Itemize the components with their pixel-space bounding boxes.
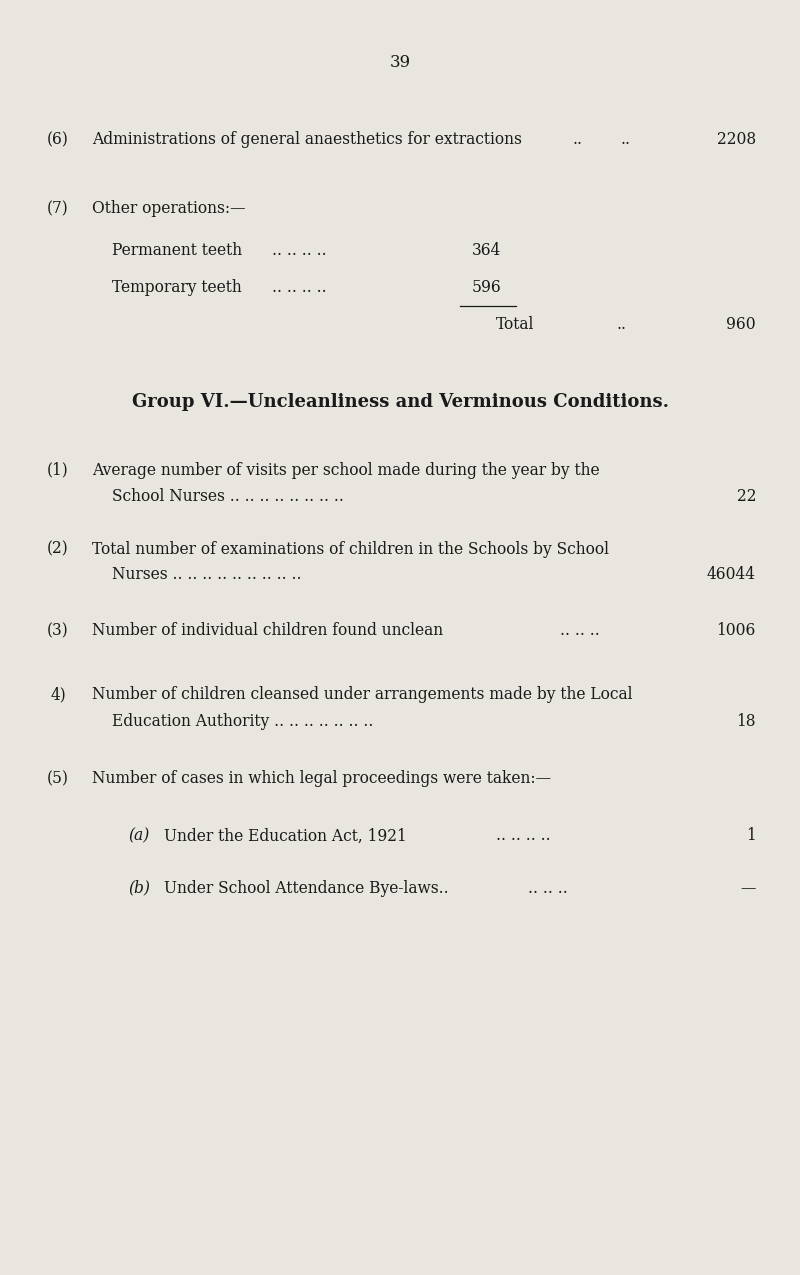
Text: ..: ..	[572, 131, 582, 148]
Text: 1006: 1006	[717, 622, 756, 639]
Text: .. .. ..: .. .. ..	[560, 622, 600, 639]
Text: School Nurses .. .. .. .. .. .. .. ..: School Nurses .. .. .. .. .. .. .. ..	[112, 488, 344, 505]
Text: .. .. .. ..: .. .. .. ..	[496, 827, 550, 844]
Text: Total: Total	[496, 316, 534, 333]
Text: Total number of examinations of children in the Schools by School: Total number of examinations of children…	[92, 541, 609, 557]
Text: (7): (7)	[46, 200, 68, 217]
Text: 22: 22	[737, 488, 756, 505]
Text: Under School Attendance Bye-laws..: Under School Attendance Bye-laws..	[164, 880, 449, 896]
Text: 596: 596	[472, 279, 502, 296]
Text: Group VI.—Uncleanliness and Verminous Conditions.: Group VI.—Uncleanliness and Verminous Co…	[131, 393, 669, 411]
Text: 4): 4)	[50, 686, 66, 703]
Text: Permanent teeth: Permanent teeth	[112, 242, 242, 259]
Text: 1: 1	[746, 827, 756, 844]
Text: Nurses .. .. .. .. .. .. .. .. ..: Nurses .. .. .. .. .. .. .. .. ..	[112, 566, 302, 583]
Text: .. .. .. ..: .. .. .. ..	[272, 279, 326, 296]
Text: (b): (b)	[128, 880, 150, 896]
Text: .. .. .. ..: .. .. .. ..	[272, 242, 326, 259]
Text: 39: 39	[390, 54, 410, 70]
Text: 18: 18	[737, 713, 756, 729]
Text: 2208: 2208	[717, 131, 756, 148]
Text: (a): (a)	[128, 827, 150, 844]
Text: (2): (2)	[46, 541, 68, 557]
Text: Education Authority .. .. .. .. .. .. ..: Education Authority .. .. .. .. .. .. ..	[112, 713, 374, 729]
Text: Administrations of general anaesthetics for extractions: Administrations of general anaesthetics …	[92, 131, 522, 148]
Text: (6): (6)	[46, 131, 68, 148]
Text: 364: 364	[472, 242, 502, 259]
Text: Average number of visits per school made during the year by the: Average number of visits per school made…	[92, 462, 600, 478]
Text: Temporary teeth: Temporary teeth	[112, 279, 242, 296]
Text: (3): (3)	[46, 622, 68, 639]
Text: (5): (5)	[46, 770, 69, 787]
Text: ..: ..	[620, 131, 630, 148]
Text: Under the Education Act, 1921: Under the Education Act, 1921	[164, 827, 406, 844]
Text: 960: 960	[726, 316, 756, 333]
Text: (1): (1)	[46, 462, 68, 478]
Text: —: —	[741, 880, 756, 896]
Text: 46044: 46044	[707, 566, 756, 583]
Text: .. .. ..: .. .. ..	[528, 880, 568, 896]
Text: Number of cases in which legal proceedings were taken:—: Number of cases in which legal proceedin…	[92, 770, 551, 787]
Text: Number of children cleansed under arrangements made by the Local: Number of children cleansed under arrang…	[92, 686, 633, 703]
Text: Number of individual children found unclean: Number of individual children found uncl…	[92, 622, 443, 639]
Text: Other operations:—: Other operations:—	[92, 200, 246, 217]
Text: ..: ..	[616, 316, 626, 333]
